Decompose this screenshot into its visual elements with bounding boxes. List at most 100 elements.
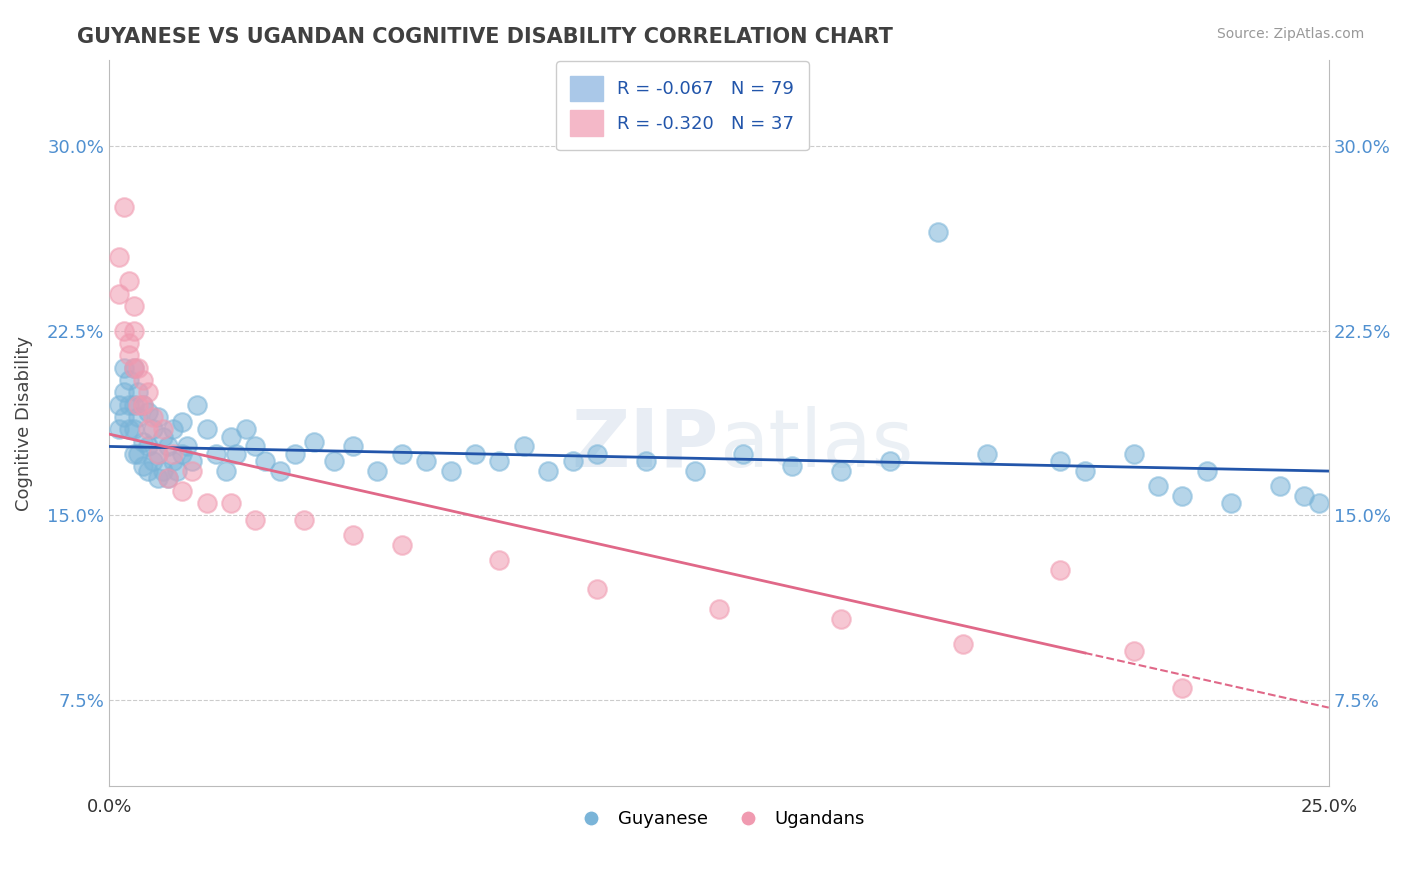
Point xyxy=(561,454,583,468)
Point xyxy=(127,385,149,400)
Point xyxy=(127,409,149,424)
Point xyxy=(181,454,204,468)
Text: GUYANESE VS UGANDAN COGNITIVE DISABILITY CORRELATION CHART: GUYANESE VS UGANDAN COGNITIVE DISABILITY… xyxy=(77,27,893,46)
Point xyxy=(186,398,208,412)
Point xyxy=(122,447,145,461)
Point xyxy=(366,464,388,478)
Point xyxy=(176,440,198,454)
Point xyxy=(132,398,155,412)
Point xyxy=(181,464,204,478)
Point xyxy=(146,409,169,424)
Point xyxy=(586,447,609,461)
Point xyxy=(391,447,413,461)
Point xyxy=(269,464,291,478)
Text: Source: ZipAtlas.com: Source: ZipAtlas.com xyxy=(1216,27,1364,41)
Point xyxy=(112,385,135,400)
Point xyxy=(464,447,486,461)
Point xyxy=(245,440,267,454)
Point xyxy=(1074,464,1097,478)
Point xyxy=(1049,454,1071,468)
Point xyxy=(1049,563,1071,577)
Point xyxy=(132,434,155,449)
Point xyxy=(117,422,139,436)
Point xyxy=(1122,447,1144,461)
Point xyxy=(342,440,364,454)
Point xyxy=(108,398,131,412)
Point xyxy=(122,422,145,436)
Point xyxy=(122,360,145,375)
Point xyxy=(219,429,242,443)
Point xyxy=(142,454,165,468)
Point xyxy=(302,434,325,449)
Point xyxy=(707,602,730,616)
Point xyxy=(440,464,463,478)
Point xyxy=(172,447,194,461)
Point xyxy=(195,496,218,510)
Point xyxy=(166,464,188,478)
Point xyxy=(780,459,803,474)
Point xyxy=(136,385,159,400)
Point xyxy=(122,398,145,412)
Point xyxy=(1220,496,1243,510)
Point xyxy=(235,422,257,436)
Point xyxy=(117,373,139,387)
Point xyxy=(152,429,174,443)
Point xyxy=(152,464,174,478)
Point xyxy=(108,286,131,301)
Point xyxy=(586,582,609,597)
Point xyxy=(146,447,169,461)
Point xyxy=(927,225,949,239)
Point xyxy=(162,454,184,468)
Point xyxy=(976,447,998,461)
Text: ZIP: ZIP xyxy=(572,406,718,483)
Point xyxy=(283,447,305,461)
Point xyxy=(1268,479,1291,493)
Point xyxy=(112,201,135,215)
Point xyxy=(1308,496,1330,510)
Point xyxy=(219,496,242,510)
Point xyxy=(136,405,159,419)
Point xyxy=(127,447,149,461)
Point xyxy=(879,454,901,468)
Point xyxy=(122,299,145,313)
Point xyxy=(122,324,145,338)
Point xyxy=(415,454,437,468)
Point xyxy=(162,447,184,461)
Point xyxy=(830,464,852,478)
Point xyxy=(108,250,131,264)
Point xyxy=(172,483,194,498)
Point xyxy=(537,464,560,478)
Point xyxy=(488,553,510,567)
Point xyxy=(132,459,155,474)
Point xyxy=(112,360,135,375)
Point xyxy=(215,464,238,478)
Legend: Guyanese, Ugandans: Guyanese, Ugandans xyxy=(565,803,872,836)
Point xyxy=(112,324,135,338)
Point xyxy=(136,422,159,436)
Point xyxy=(142,422,165,436)
Point xyxy=(254,454,277,468)
Point xyxy=(117,348,139,362)
Point xyxy=(136,440,159,454)
Point xyxy=(1147,479,1170,493)
Point xyxy=(108,422,131,436)
Point xyxy=(733,447,755,461)
Point xyxy=(146,447,169,461)
Point xyxy=(683,464,706,478)
Point xyxy=(1171,681,1194,695)
Point xyxy=(342,528,364,542)
Point xyxy=(132,373,155,387)
Point xyxy=(292,513,315,527)
Point xyxy=(195,422,218,436)
Text: atlas: atlas xyxy=(718,406,914,483)
Point xyxy=(122,360,145,375)
Point xyxy=(156,471,179,485)
Point xyxy=(830,612,852,626)
Point xyxy=(205,447,228,461)
Point xyxy=(225,447,247,461)
Point xyxy=(172,415,194,429)
Point xyxy=(146,471,169,485)
Point xyxy=(117,335,139,350)
Y-axis label: Cognitive Disability: Cognitive Disability xyxy=(15,335,32,510)
Point xyxy=(127,398,149,412)
